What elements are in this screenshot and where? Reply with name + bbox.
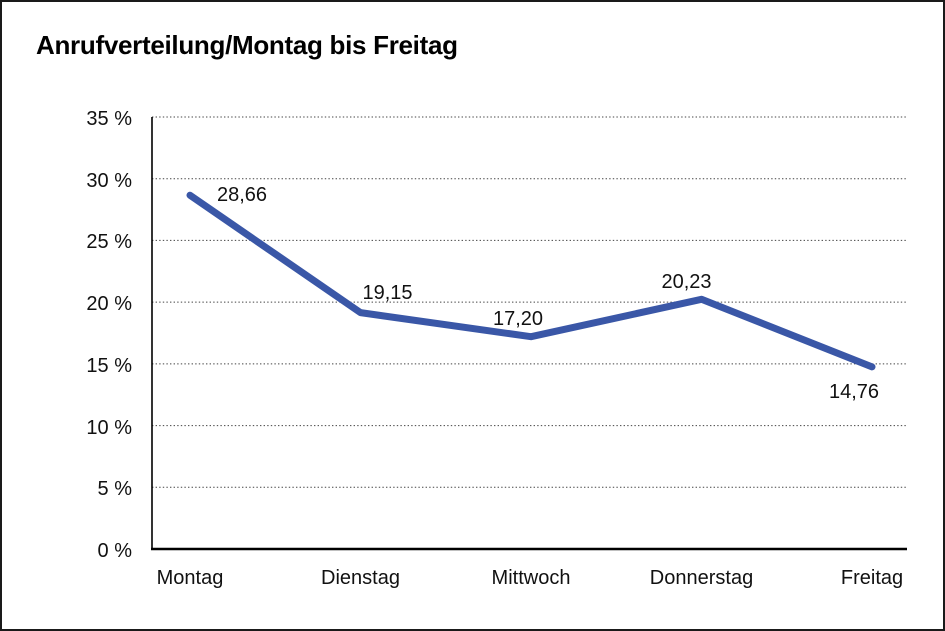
data-point-label: 20,23 (661, 271, 712, 294)
chart-title: Anrufverteilung/Montag bis Freitag (36, 30, 458, 60)
data-point-label: 28,66 (216, 184, 268, 207)
y-tick-label: 10 % (86, 416, 132, 439)
x-tick-label: Donnerstag (649, 567, 754, 589)
y-tick-label: 25 % (86, 231, 132, 254)
y-tick-label: 35 % (86, 108, 132, 130)
data-point-label: 19,15 (362, 281, 413, 304)
y-tick-label: 0 % (97, 540, 132, 562)
y-tick-label: 5 % (97, 478, 132, 501)
data-point-label: 17,20 (492, 307, 544, 330)
x-tick-label: Freitag (840, 567, 904, 589)
y-tick-label: 20 % (86, 293, 132, 316)
data-point-label: 14,76 (828, 380, 880, 403)
gridlines (152, 116, 907, 488)
series-line (186, 191, 876, 371)
y-tick-label: 30 % (86, 169, 132, 192)
y-tick-label: 15 % (86, 354, 132, 377)
x-tick-label: Dienstag (321, 567, 400, 589)
x-tick-label: Mittwoch (491, 567, 571, 589)
x-tick-label: Montag (156, 567, 224, 589)
